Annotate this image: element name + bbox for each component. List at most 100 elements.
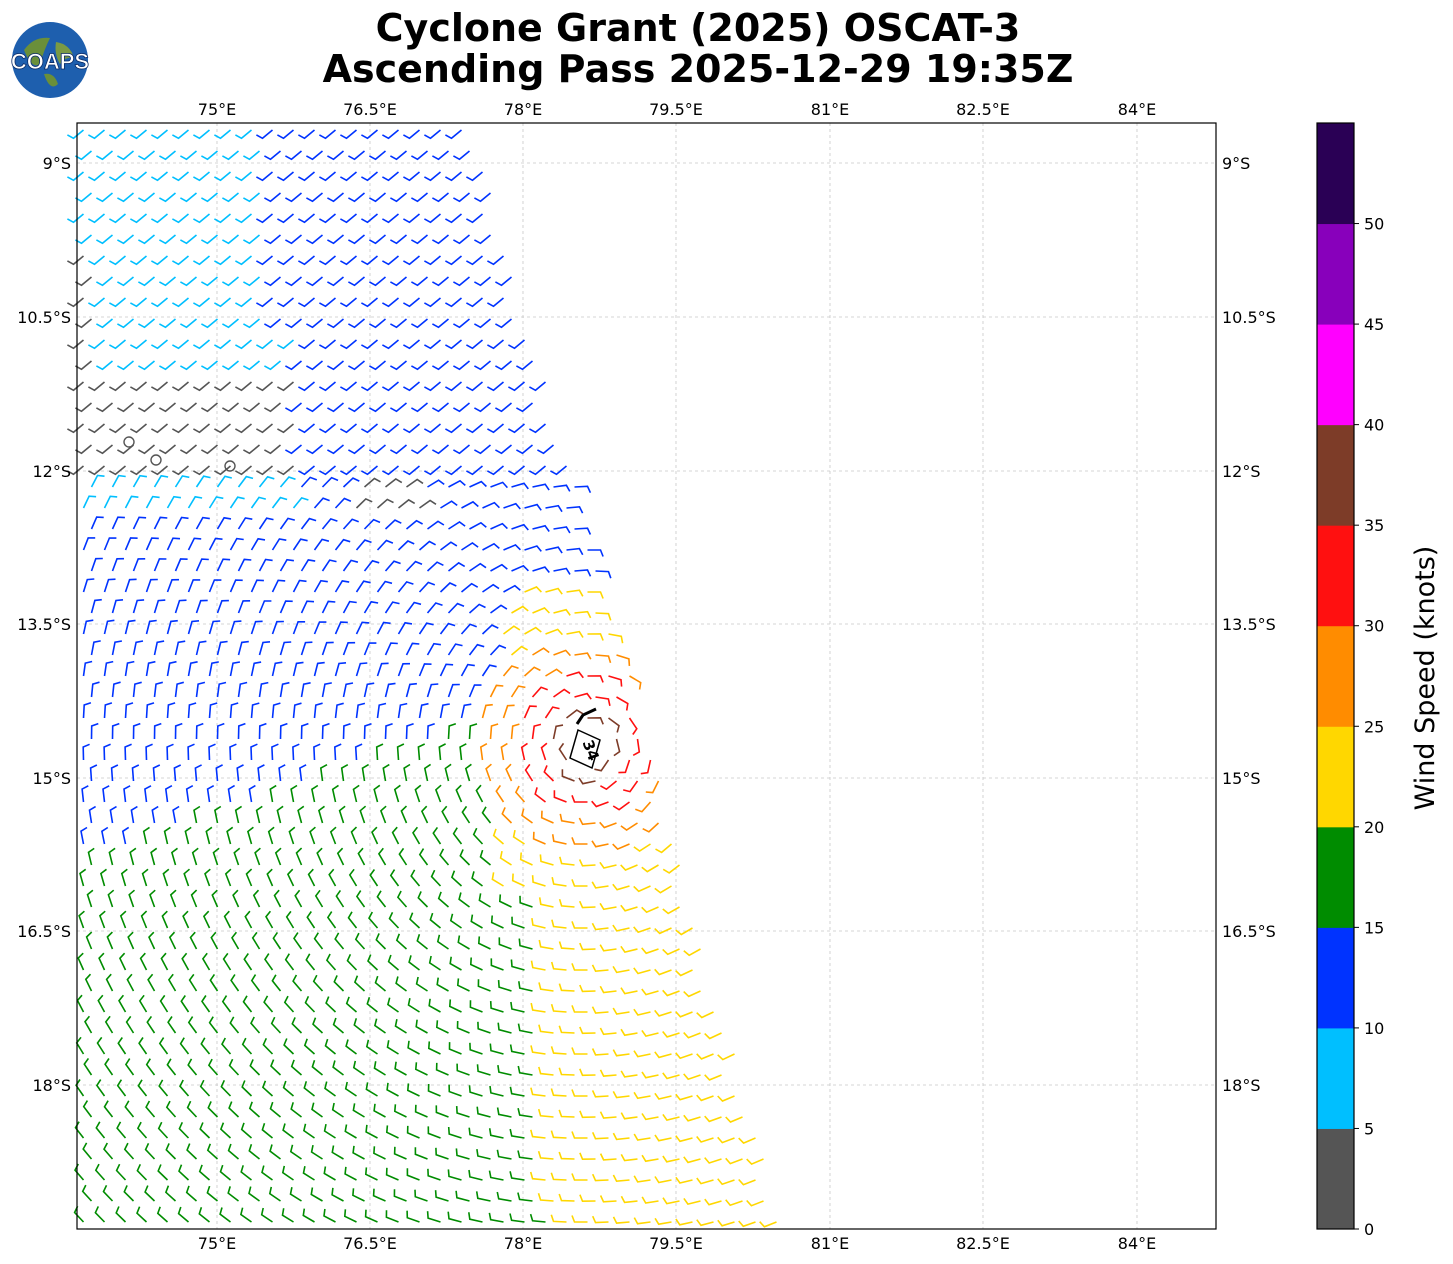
wind-barb [224, 868, 232, 887]
wind-barb [300, 722, 309, 740]
wind-barb [393, 1104, 407, 1118]
wind-barb [145, 743, 153, 761]
wind-barb [278, 764, 286, 782]
wind-barb [193, 297, 211, 308]
wind-barb [552, 724, 564, 740]
lat-tick-label-left: 12°S [32, 462, 71, 481]
wind-barb [229, 537, 244, 551]
wind-barb [386, 997, 399, 1013]
wind-barb [319, 171, 337, 182]
wind-barb [524, 545, 542, 552]
wind-barb [96, 150, 114, 161]
lon-tick-label-bottom: 76.5°E [343, 1234, 397, 1253]
wind-barb [90, 474, 105, 488]
wind-barb [201, 150, 219, 161]
wind-barb [326, 911, 337, 929]
wind-barb [738, 1220, 756, 1228]
wind-barb [256, 465, 274, 476]
wind-barb [468, 684, 482, 698]
wind-barb [445, 255, 463, 266]
wind-barb [662, 1030, 680, 1038]
lat-tick-label-left: 13.5°S [17, 615, 71, 634]
wind-barb [675, 1052, 693, 1060]
wind-barb [136, 1121, 148, 1139]
wind-barb [180, 150, 198, 161]
lon-tick-label-top: 76.5°E [343, 100, 397, 119]
wind-barb [151, 129, 169, 140]
wind-barb [595, 570, 612, 579]
wind-barb [363, 642, 377, 656]
lon-tick-label-bottom: 82.5°E [956, 1234, 1010, 1253]
colorbar-tick-label: 40 [1364, 416, 1384, 435]
wind-barb [212, 847, 220, 866]
wind-barb [299, 764, 307, 782]
wind-barb [214, 129, 232, 140]
wind-barb [117, 1037, 127, 1055]
wind-barb [206, 1143, 219, 1160]
wind-barb [227, 784, 236, 803]
wind-barb [545, 504, 563, 513]
wind-barb [237, 722, 246, 740]
wind-barb [264, 444, 282, 455]
wind-barb [397, 540, 415, 551]
wind-barb [476, 1148, 491, 1160]
wind-barb [363, 477, 381, 488]
wind-barb [397, 580, 414, 593]
wind-barb [222, 360, 240, 371]
wind-barb [599, 902, 617, 911]
wind-barb [683, 990, 701, 998]
wind-barb [103, 1142, 114, 1160]
wind-barb [344, 1124, 357, 1139]
wind-barb [179, 1037, 190, 1055]
wind-barb [574, 485, 592, 494]
wind-barb [201, 276, 219, 287]
colorbar-tick-label: 15 [1364, 918, 1384, 937]
wind-barb [406, 1210, 420, 1223]
wind-barb [174, 516, 189, 530]
wind-barb [468, 643, 485, 656]
wind-barb [214, 339, 232, 350]
wind-barb [517, 1108, 533, 1118]
wind-barb [550, 1046, 567, 1055]
wind-barb [587, 716, 604, 725]
wind-barb [290, 1102, 302, 1118]
wind-barb [558, 941, 575, 950]
wind-barb [469, 957, 483, 971]
wind-barb [468, 723, 478, 740]
wind-barb [306, 402, 324, 413]
wind-barb [497, 1022, 512, 1034]
wind-barb [88, 465, 106, 476]
wind-barb [145, 578, 158, 593]
wind-barb [83, 1057, 93, 1076]
wind-barb [340, 423, 358, 434]
wind-barb [456, 978, 470, 992]
wind-barb [243, 444, 261, 455]
wind-barb [117, 444, 135, 455]
wind-barb [187, 579, 201, 593]
wind-barb [276, 805, 284, 824]
wind-barb [553, 608, 571, 616]
wind-barb [386, 1040, 399, 1055]
wind-barb [88, 213, 106, 224]
wind-barb [230, 974, 240, 992]
wind-barb [193, 381, 211, 392]
wind-barb [432, 192, 450, 203]
wind-barb [321, 559, 337, 572]
wind-barb [543, 765, 555, 782]
wind-barb [406, 1083, 420, 1097]
wind-barb [312, 1017, 324, 1034]
wind-barb [312, 974, 324, 992]
wind-barb [532, 831, 546, 845]
wind-barb [414, 1062, 428, 1076]
wind-barb [384, 560, 401, 572]
wind-barb [75, 402, 93, 413]
wind-barb [261, 1080, 274, 1097]
wind-barb [405, 519, 423, 530]
wind-barb [411, 234, 429, 245]
wind-barb [216, 475, 232, 488]
wind-barb [375, 743, 384, 761]
wind-barb [123, 785, 131, 803]
wind-barb [300, 476, 318, 488]
wind-barb [269, 1101, 282, 1118]
wind-barb [487, 465, 505, 476]
